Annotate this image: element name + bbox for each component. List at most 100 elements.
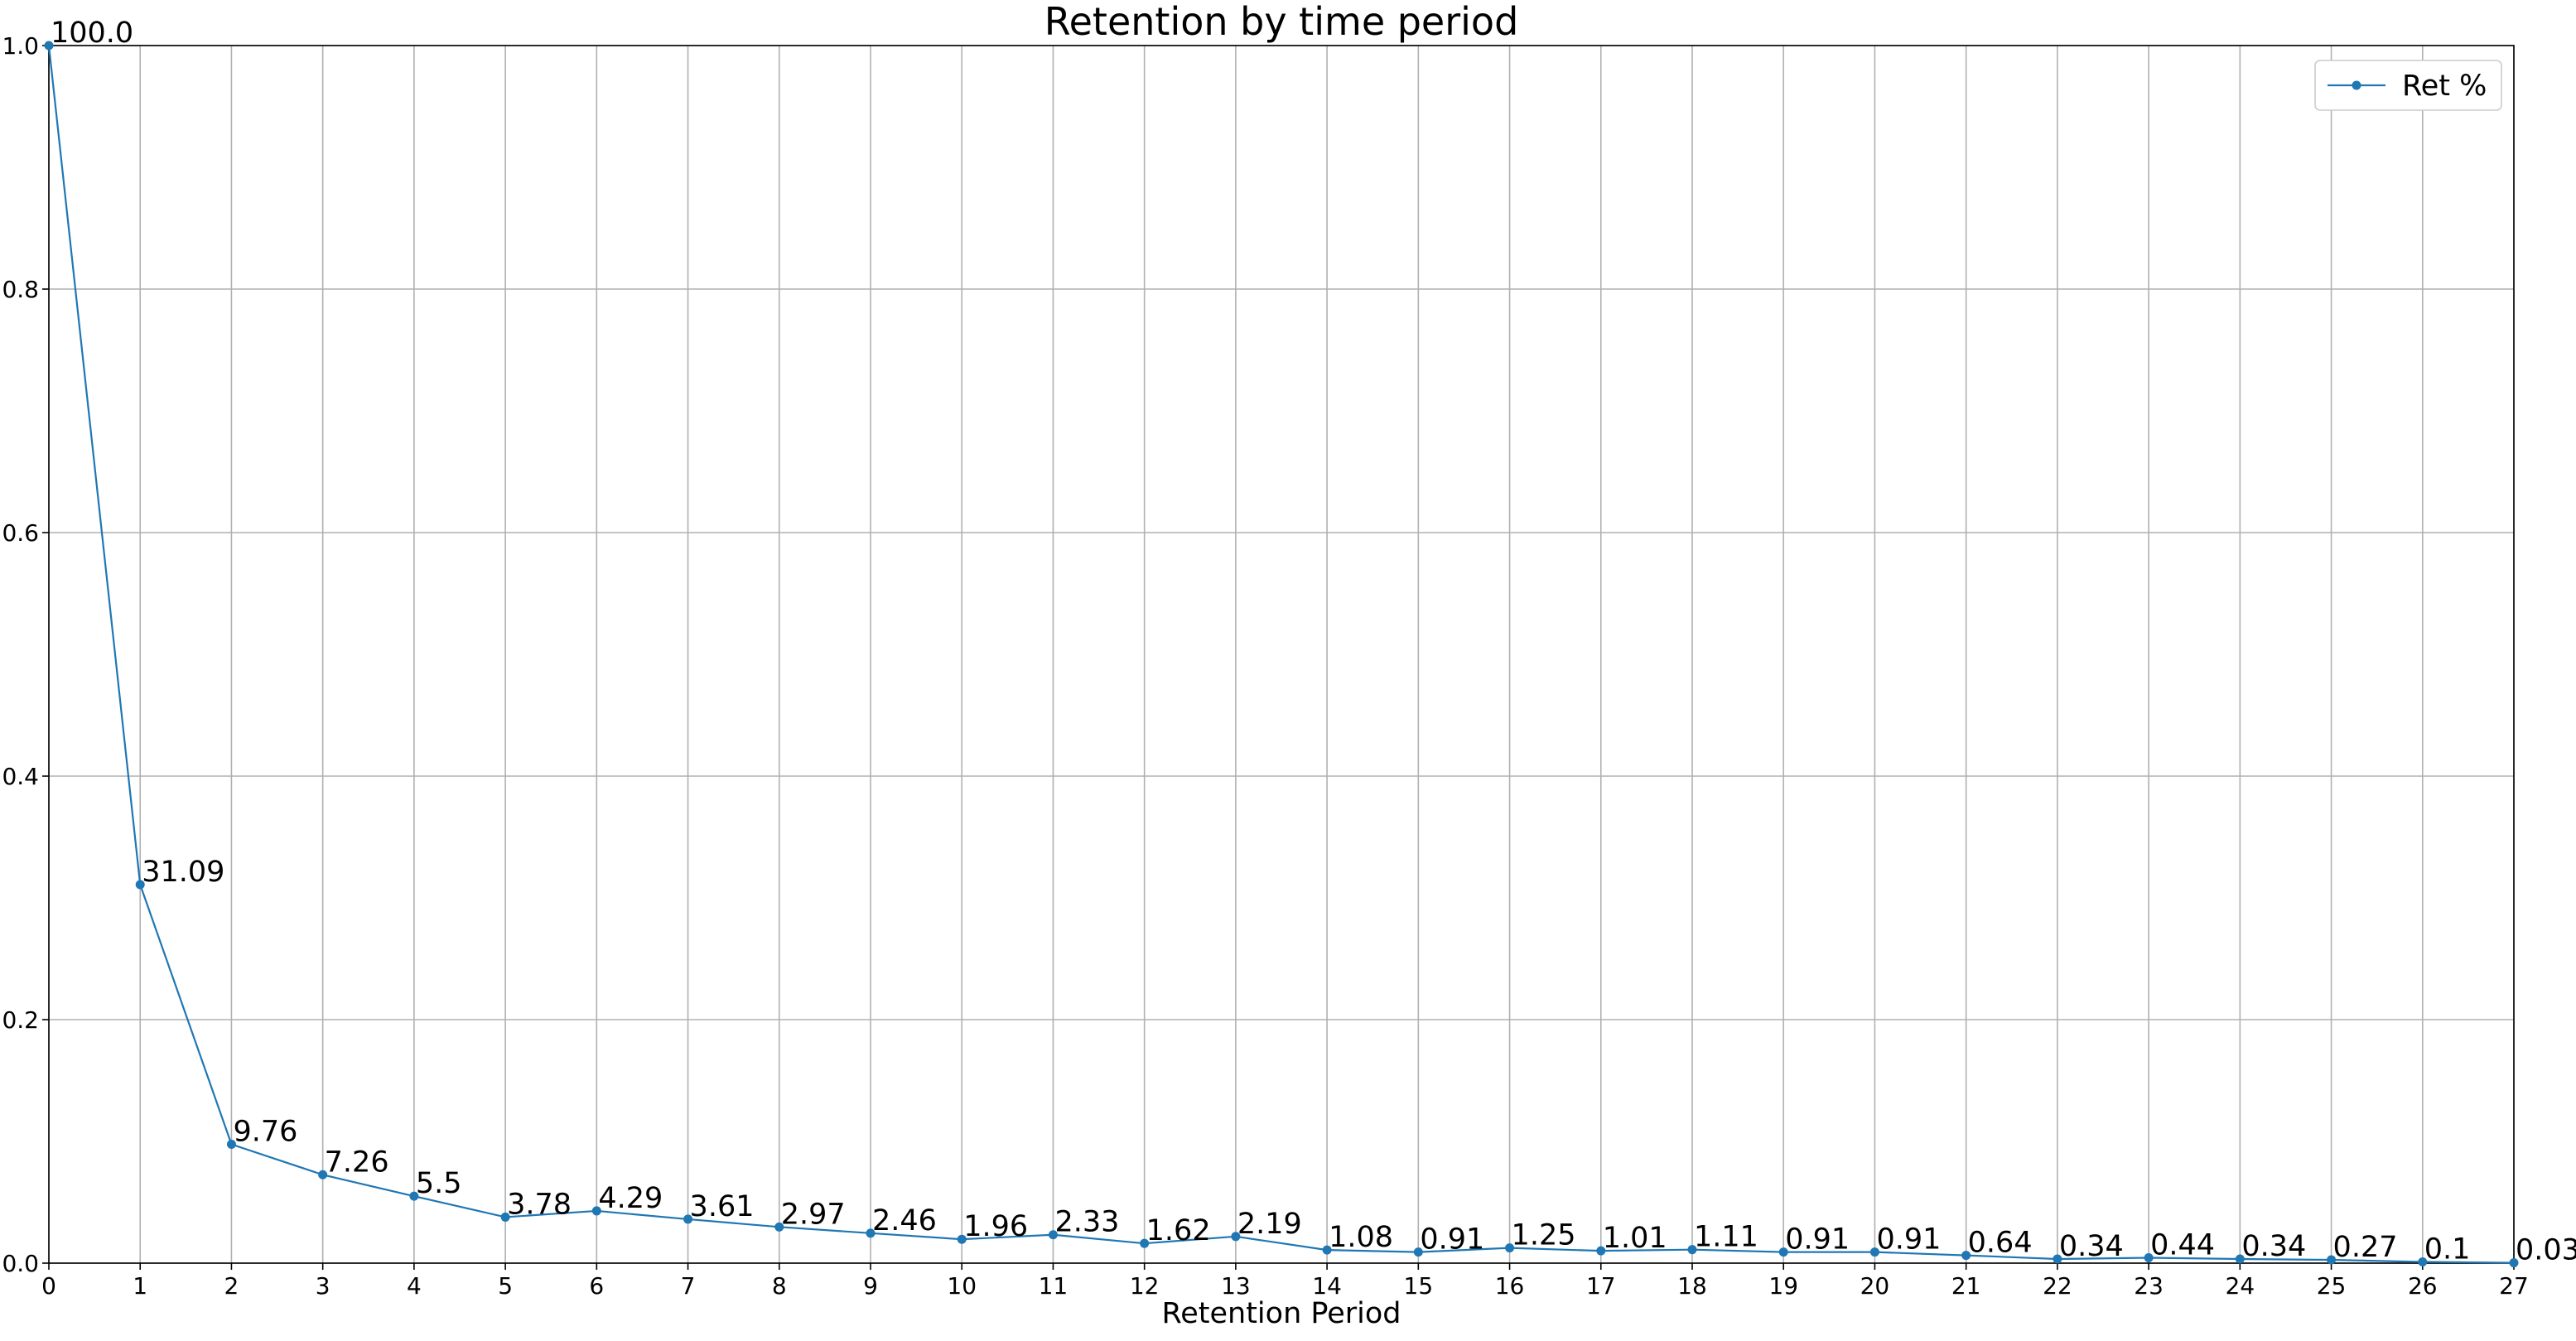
data-label: 1.11 <box>1694 1221 1758 1254</box>
data-point <box>409 1191 419 1201</box>
data-point <box>1322 1245 1332 1255</box>
x-tick-label: 5 <box>498 1272 513 1300</box>
series-line-ret-percent <box>47 45 2515 1264</box>
x-tick-label: 23 <box>2134 1272 2164 1300</box>
data-point <box>1413 1247 1423 1257</box>
axis-ticks: 0 1 2 3 4 5 6 7 8 9 10 11 12 13 14 15 16 17 18 19 20 21 22 23 24… <box>2 32 2528 1300</box>
legend-label-ret-percent: Ret % <box>2402 70 2487 103</box>
data-label: 31.09 <box>142 856 224 889</box>
plot-frame <box>48 45 2515 1264</box>
data-point <box>2509 1258 2519 1268</box>
data-point <box>591 1206 601 1216</box>
x-tick-label: 1 <box>133 1272 147 1300</box>
data-labels: 100.0 31.09 9.76 7.26 5.5 3.78 4.29 3.61 2.97 2.4… <box>51 17 2576 1267</box>
x-tick-label: 11 <box>1039 1272 1069 1300</box>
data-label: 0.91 <box>1420 1223 1484 1257</box>
x-tick-label: 20 <box>1860 1272 1890 1300</box>
data-label: 3.78 <box>507 1188 572 1221</box>
data-label: 0.64 <box>1968 1227 2033 1260</box>
data-point <box>135 880 145 890</box>
data-point <box>866 1228 876 1238</box>
x-axis-label: Retention Period <box>1161 1297 1401 1330</box>
x-tick-label: 13 <box>1221 1272 1251 1300</box>
data-label: 2.19 <box>1237 1208 1302 1241</box>
x-tick-label: 16 <box>1495 1272 1525 1300</box>
data-point <box>44 41 54 51</box>
x-tick-label: 15 <box>1404 1272 1434 1300</box>
data-point <box>2418 1257 2428 1267</box>
data-label: 7.26 <box>325 1146 389 1179</box>
data-label: 1.25 <box>1512 1219 1576 1252</box>
data-point <box>957 1234 967 1244</box>
data-label: 1.96 <box>963 1210 1028 1243</box>
data-point <box>1596 1246 1606 1256</box>
x-tick-label: 24 <box>2226 1272 2255 1300</box>
data-label: 4.29 <box>598 1182 663 1215</box>
data-label: 2.33 <box>1054 1206 1119 1239</box>
data-point <box>2053 1254 2062 1264</box>
data-label: 1.62 <box>1146 1214 1211 1247</box>
data-point <box>1231 1232 1241 1242</box>
data-label: 100.0 <box>51 17 133 50</box>
data-point <box>1140 1238 1150 1248</box>
x-tick-label: 14 <box>1312 1272 1342 1300</box>
data-label: 1.01 <box>1603 1222 1667 1255</box>
data-point <box>774 1222 784 1232</box>
data-point <box>683 1214 693 1224</box>
data-point <box>500 1212 510 1222</box>
data-point <box>318 1170 328 1179</box>
data-label: 2.97 <box>781 1198 846 1231</box>
data-label: 0.91 <box>1876 1223 1941 1257</box>
x-tick-label: 3 <box>316 1272 330 1300</box>
data-point <box>1687 1245 1697 1255</box>
data-label: 2.46 <box>872 1204 937 1237</box>
data-point <box>2327 1255 2337 1265</box>
x-tick-label: 9 <box>863 1272 878 1300</box>
data-point <box>1961 1251 1971 1261</box>
series-layer <box>44 41 2519 1268</box>
data-label: 0.91 <box>1785 1223 1850 1257</box>
data-label: 0.1 <box>2424 1233 2471 1266</box>
legend-box <box>2314 60 2502 111</box>
y-tick-label: 0.0 <box>2 1250 39 1277</box>
data-label: 0.44 <box>2150 1229 2215 1262</box>
x-tick-label: 10 <box>947 1272 977 1300</box>
data-point <box>1869 1247 1879 1257</box>
x-tick-label: 2 <box>224 1272 239 1300</box>
legend-marker <box>2352 80 2361 90</box>
data-point <box>1048 1230 1058 1240</box>
data-label: 3.61 <box>690 1190 755 1223</box>
data-label: 9.76 <box>233 1116 297 1149</box>
x-tick-label: 12 <box>1130 1272 1160 1300</box>
data-label: 5.5 <box>416 1167 462 1200</box>
x-tick-label: 7 <box>681 1272 696 1300</box>
x-tick-label: 6 <box>589 1272 604 1300</box>
data-point <box>226 1140 236 1150</box>
y-tick-label: 0.2 <box>2 1006 39 1034</box>
data-label: 1.08 <box>1329 1221 1393 1254</box>
x-tick-label: 8 <box>772 1272 787 1300</box>
data-point <box>1505 1243 1515 1253</box>
x-tick-label: 22 <box>2043 1272 2072 1300</box>
y-tick-label: 0.4 <box>2 763 39 790</box>
x-tick-label: 18 <box>1677 1272 1707 1300</box>
x-tick-label: 21 <box>1951 1272 1981 1300</box>
data-point <box>2144 1253 2154 1263</box>
x-tick-label: 0 <box>41 1272 56 1300</box>
data-label: 0.34 <box>2059 1230 2124 1263</box>
chart-title: Retention by time period <box>1044 0 1519 44</box>
x-tick-label: 26 <box>2408 1272 2438 1300</box>
x-tick-label: 27 <box>2499 1272 2529 1300</box>
x-tick-label: 4 <box>407 1272 422 1300</box>
x-tick-label: 17 <box>1586 1272 1616 1300</box>
y-tick-label: 1.0 <box>2 32 39 60</box>
data-label: 0.34 <box>2241 1230 2306 1263</box>
y-tick-label: 0.6 <box>2 519 39 547</box>
y-tick-label: 0.8 <box>2 276 39 303</box>
data-label: 0.03 <box>2516 1234 2576 1267</box>
data-point <box>1778 1247 1788 1257</box>
legend: Ret % <box>2314 60 2502 111</box>
x-tick-label: 19 <box>1768 1272 1798 1300</box>
x-tick-label: 25 <box>2317 1272 2347 1300</box>
